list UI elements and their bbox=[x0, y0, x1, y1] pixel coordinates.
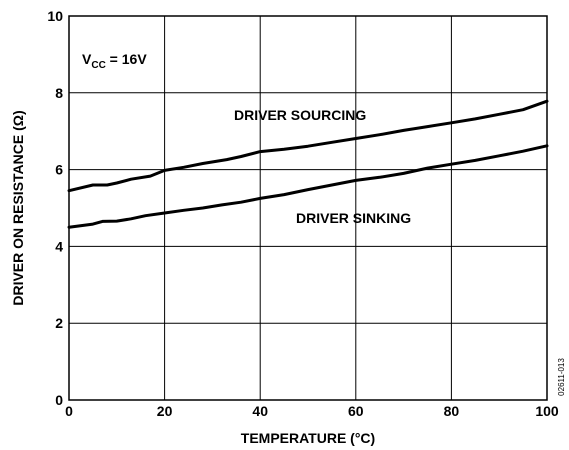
y-tick-label: 4 bbox=[55, 238, 63, 254]
y-axis-label: DRIVER ON RESISTANCE (Ω) bbox=[10, 110, 26, 305]
series-label-driver-sinking: DRIVER SINKING bbox=[296, 210, 411, 226]
vcc-annotation: VCC = 16V bbox=[82, 51, 147, 71]
series-line-driver-sinking bbox=[67, 144, 549, 229]
tick-labels: 0 20 40 60 80 100 0 2 4 6 8 10 bbox=[47, 8, 558, 419]
x-tick-label: 80 bbox=[444, 403, 460, 419]
series-label-driver-sourcing: DRIVER SOURCING bbox=[234, 107, 366, 123]
x-tick-label: 0 bbox=[65, 403, 73, 419]
vcc-annotation-rest: = 16V bbox=[106, 51, 148, 67]
y-tick-label: 2 bbox=[55, 315, 63, 331]
y-tick-label: 0 bbox=[55, 392, 63, 408]
vcc-annotation-sub: CC bbox=[91, 60, 105, 71]
y-tick-label: 10 bbox=[47, 8, 63, 24]
grid bbox=[69, 16, 547, 400]
y-tick-label: 6 bbox=[55, 162, 63, 178]
x-tick-label: 20 bbox=[157, 403, 173, 419]
figure-id: 02611-013 bbox=[557, 358, 566, 396]
plot-frame bbox=[68, 15, 548, 401]
x-axis-label: TEMPERATURE (°C) bbox=[241, 430, 375, 446]
series-line-driver-sourcing bbox=[67, 99, 549, 193]
y-tick-label: 8 bbox=[55, 85, 63, 101]
x-tick-label: 60 bbox=[348, 403, 364, 419]
vcc-annotation-main: V bbox=[82, 51, 92, 67]
x-tick-label: 100 bbox=[535, 403, 559, 419]
x-tick-label: 40 bbox=[252, 403, 268, 419]
series-layer bbox=[67, 99, 549, 229]
